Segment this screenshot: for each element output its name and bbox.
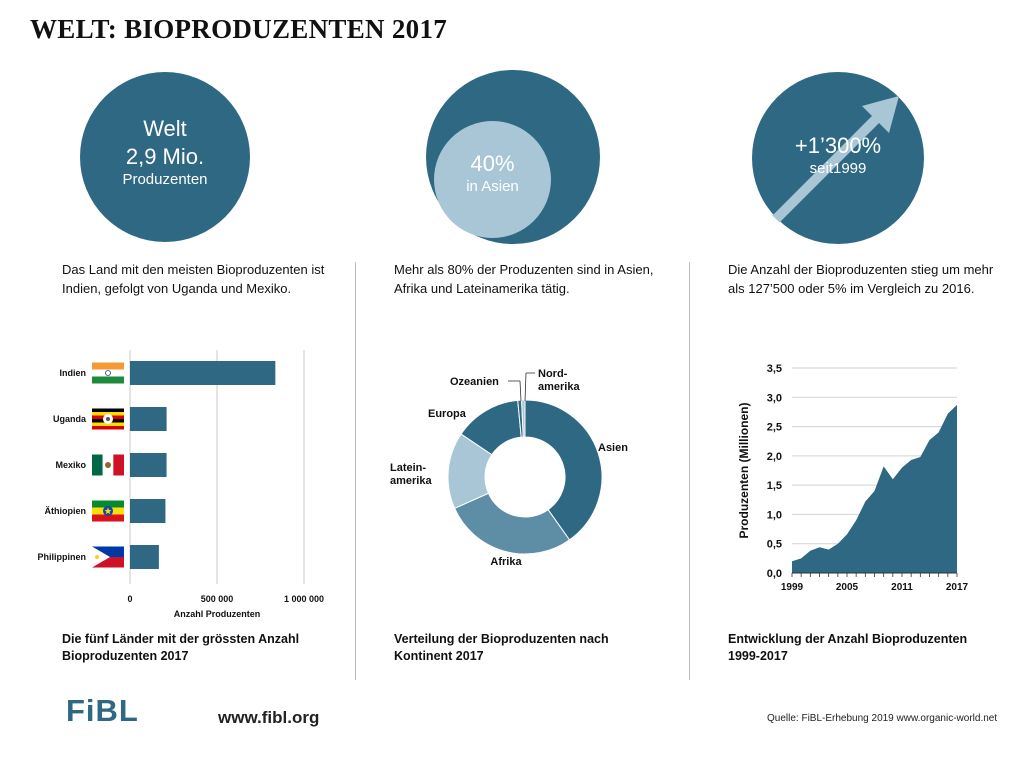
separator-left [355,262,356,680]
y-tick-label: 0,0 [767,568,782,580]
growth-circle-text: +1’300% seit1999 [752,132,924,177]
philippines-flag-icon [92,546,124,568]
y-tick-label: 1,0 [767,509,782,521]
donut-slice [453,492,571,555]
separator-right [689,262,690,680]
asia-label: in Asien [466,178,519,195]
x-tick-label: 0 [127,594,132,604]
donut-label: Latein-amerika [390,462,432,487]
bar-category-label: Philippinen [38,552,87,562]
uganda-flag-icon [92,408,124,430]
website-link[interactable]: www.fibl.org [218,708,320,727]
y-tick-label: 1,5 [767,480,782,492]
y-tick-label: 0,5 [767,539,782,551]
area-chart: 0,0 0,5 1,0 1,5 2,0 2,5 3,0 3,5 1999 2005 2011 2017… [737,363,969,593]
bar [130,407,167,431]
description-left: Das Land mit den meisten Bioproduzenten … [62,262,325,296]
bar [130,499,166,523]
page-title: WELT: BIOPRODUZENTEN 2017 [30,14,448,44]
x-tick-label: 500 000 [201,594,234,604]
y-axis-title: Produzenten (Millionen) [737,403,751,539]
y-tick-label: 3,5 [767,363,782,375]
donut-label: Asien [598,442,628,454]
x-axis-title: Anzahl Produzenten [174,609,261,619]
world-circle-text: Welt 2,9 Mio. Produzenten [80,115,250,188]
bar-category-label: Indien [60,368,87,378]
description-right: Die Anzahl der Bioproduzenten stieg um m… [728,262,994,296]
y-tick-label: 3,0 [767,392,782,404]
caption-left: Die fünf Länder mit der grössten Anzahl … [62,632,300,663]
y-tick-label: 2,5 [767,422,782,434]
bar-category-label: Äthiopien [45,506,87,516]
donut-slice [524,399,603,541]
asia-inner-circle [434,121,551,238]
world-unit: Produzenten [122,171,208,188]
x-tick-label: 1 000 000 [284,594,324,604]
x-tick-label: 2005 [836,582,859,593]
area-series [792,404,957,573]
caption-middle: Verteilung der Bioproduzenten nach Konti… [394,632,609,663]
donut-label: Afrika [490,556,522,568]
source-note: Quelle: FiBL-Erhebung 2019 www.organic-w… [767,713,998,724]
growth-percent: +1’300% [794,133,882,158]
x-tick-label: 1999 [781,582,804,593]
leader-line-nordamerika [524,372,527,402]
asia-circle-text: 40% in Asien [434,150,551,195]
donut-label: Europa [428,408,467,420]
world-count: 2,9 Mio. [125,144,205,169]
donut-slice [521,399,526,438]
bar-chart: 0 500 000 1 000 000 Anzahl Produzenten Indie… [38,350,324,619]
growth-arrow-icon [772,96,899,223]
bar-category-label: Mexiko [55,460,86,470]
bar [130,545,159,569]
description-middle: Mehr als 80% der Produzenten sind in Asi… [394,262,654,296]
mexico-flag-icon [92,454,124,476]
asia-percent: 40% [470,151,515,176]
fibl-logo: FiBL [66,693,139,728]
donut-label: Nord-amerika [538,368,580,393]
leader-line-ozeanien [519,380,522,402]
world-label: Welt [143,116,187,141]
bar [130,361,276,385]
ethiopia-flag-icon [92,500,124,522]
y-tick-label: 2,0 [767,451,782,463]
donut-chart: Asien Afrika Latein-amerika Europa Ozeanien N… [390,368,628,568]
donut-label: Ozeanien [450,376,499,388]
caption-right: Entwicklung der Anzahl Bioproduzenten 19… [728,632,968,663]
x-tick-label: 2011 [891,582,913,593]
bar-category-label: Uganda [53,414,87,424]
x-tick-label: 2017 [946,582,969,593]
india-flag-icon [92,362,124,384]
bar [130,453,167,477]
world-circle [80,72,250,242]
growth-label: seit1999 [809,160,867,177]
